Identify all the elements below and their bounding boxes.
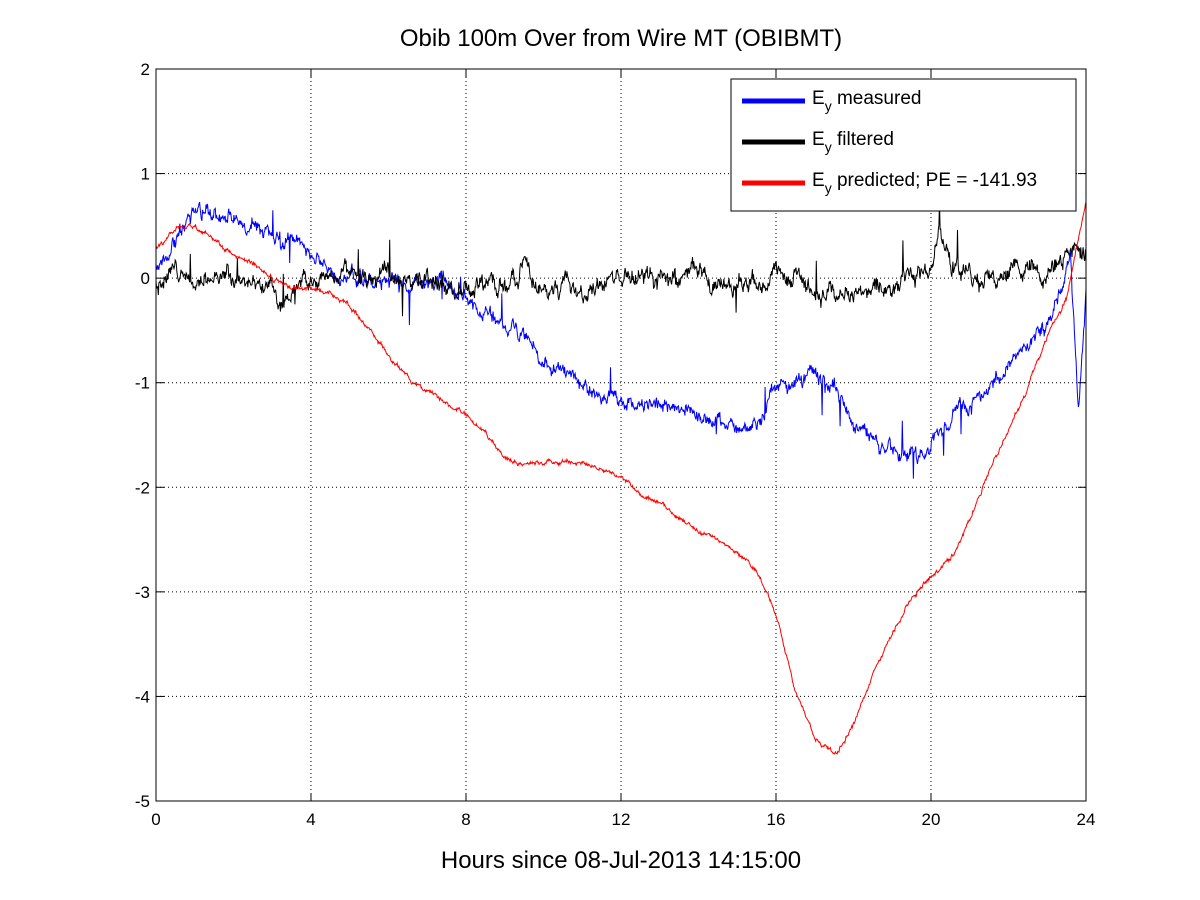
- x-tick-label: 20: [922, 810, 941, 829]
- y-tick-label: -5: [135, 792, 150, 811]
- series-line-0: [155, 201, 1087, 479]
- x-tick-label: 12: [612, 810, 631, 829]
- legend-entry: Ey filtered: [812, 129, 894, 155]
- series-line-2: [155, 202, 1087, 755]
- y-tick-label: -4: [135, 687, 150, 706]
- chart-title: Obib 100m Over from Wire MT (OBIBMT): [400, 25, 842, 52]
- y-tick-label: 0: [141, 269, 150, 288]
- x-tick-label: 16: [767, 810, 786, 829]
- y-tick-label: -2: [135, 478, 150, 497]
- legend-entry: Ey predicted; PE = -141.93: [812, 170, 1037, 196]
- x-axis-label: Hours since 08-Jul-2013 14:15:00: [441, 847, 801, 874]
- y-tick-label: -3: [135, 583, 150, 602]
- x-tick-label: 24: [1077, 810, 1096, 829]
- x-tick-label: 8: [461, 810, 470, 829]
- x-tick-label: 4: [306, 810, 315, 829]
- y-tick-label: 1: [141, 165, 150, 184]
- grid: [156, 69, 1086, 801]
- x-tick-label: 0: [151, 810, 160, 829]
- legend-entry: Ey measured: [812, 88, 921, 114]
- y-tick-label: -1: [135, 374, 150, 393]
- legend: Ey measured Ey filtered Ey predicted; PE =…: [730, 78, 1077, 212]
- series-layer: [155, 201, 1087, 755]
- y-tick-label: 2: [141, 60, 150, 79]
- series-line-1: [155, 201, 1087, 317]
